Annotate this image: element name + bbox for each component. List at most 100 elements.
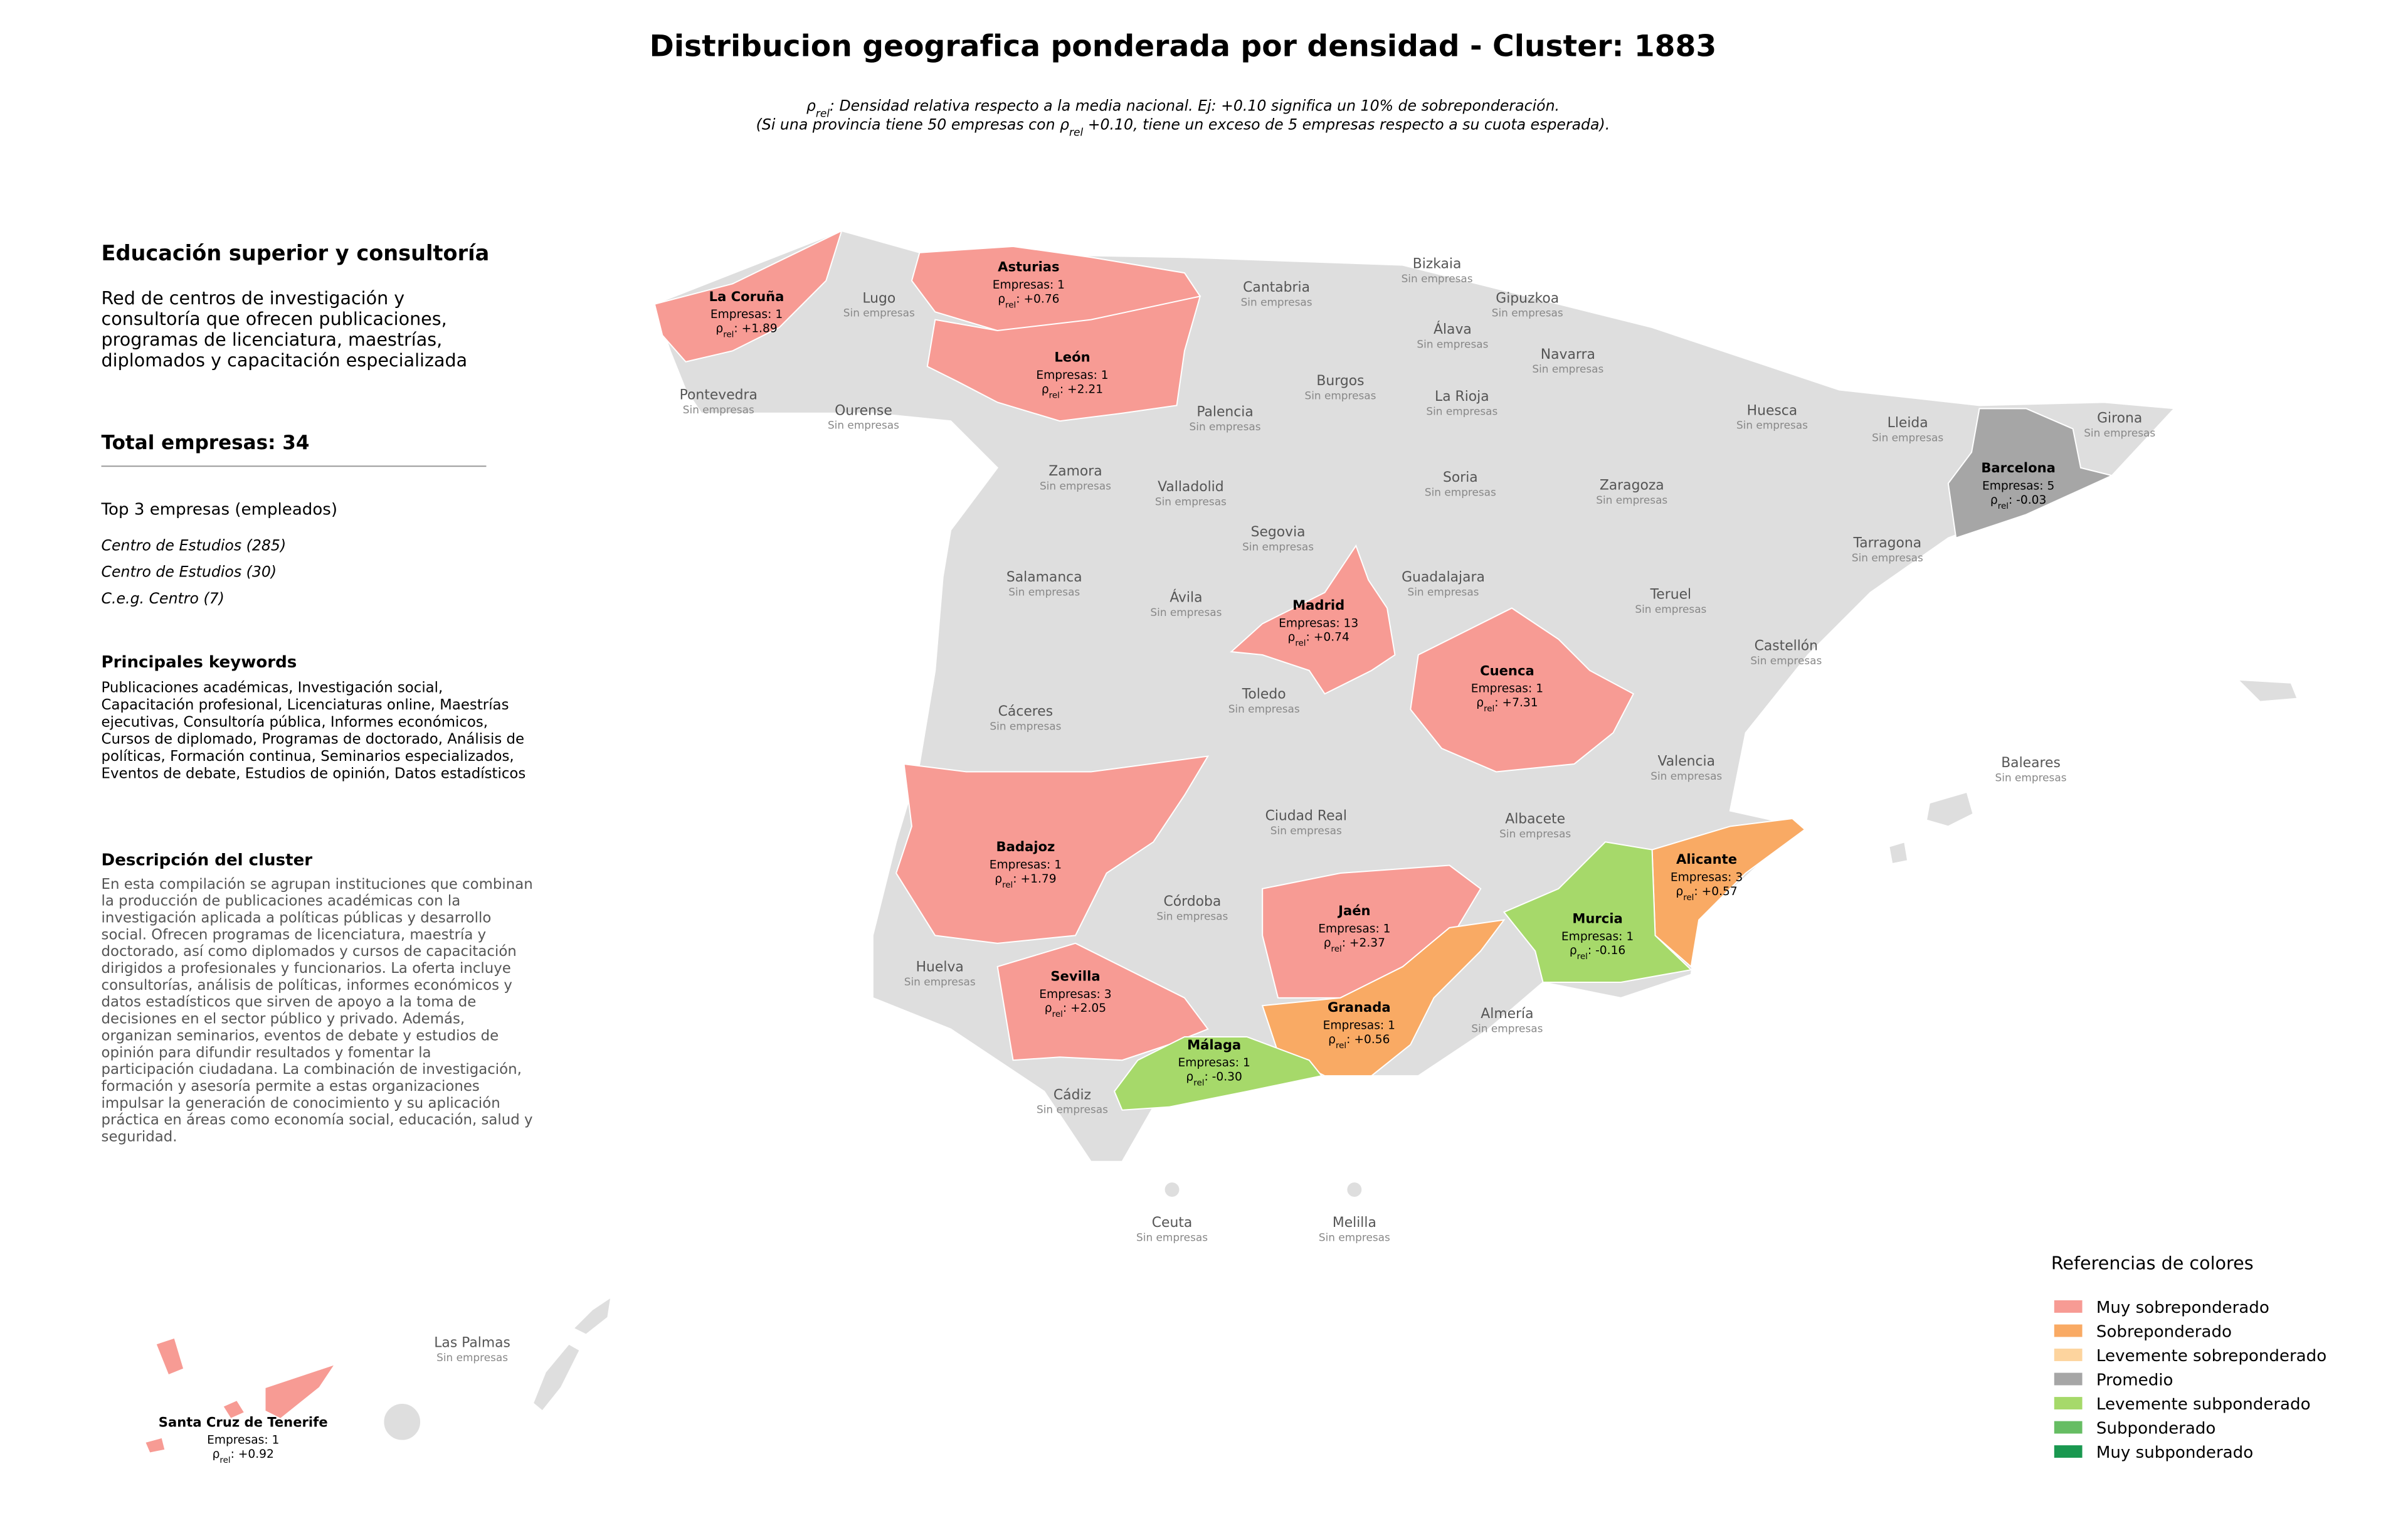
- province-note: Sin empresas: [1471, 1022, 1543, 1034]
- province-name: Sevilla: [1050, 968, 1100, 984]
- description-line: práctica en áreas como economía social, …: [102, 1112, 533, 1128]
- province-name: Salamanca: [1006, 570, 1082, 585]
- text-run: rel: [1295, 639, 1306, 648]
- province-note: Sin empresas: [1736, 419, 1808, 432]
- top-heading: Top 3 empresas (empleados): [101, 500, 338, 519]
- description-line: impulsar la generación de conocimiento y…: [102, 1095, 500, 1112]
- text-run: rel: [1683, 893, 1694, 902]
- top-company: Centro de Estudios (285): [102, 536, 287, 554]
- province-name: Baleares: [2001, 755, 2061, 771]
- text-run: rel: [1577, 952, 1588, 962]
- text-run: ρ: [1042, 383, 1049, 396]
- fuerteventura: [532, 1343, 581, 1412]
- province-note: Sin empresas: [2084, 427, 2155, 439]
- province-name: Melilla: [1333, 1215, 1376, 1231]
- province-empresas: Empresas: 5: [1982, 480, 2054, 493]
- province-shape: [155, 1337, 185, 1376]
- province-note: Sin empresas: [1136, 1231, 1208, 1244]
- province-rho: ρrel: -0.03: [1990, 494, 2046, 511]
- province-name: Lleida: [1888, 415, 1928, 431]
- province-shapes: [144, 230, 2114, 1454]
- province-name: Palencia: [1196, 405, 1253, 420]
- province-empresas: Empresas: 1: [710, 308, 783, 321]
- rho-value: +0.74: [1314, 631, 1349, 644]
- legend-swatch: [2054, 1397, 2083, 1409]
- province-empresas: Empresas: 1: [207, 1434, 279, 1447]
- province-rho: ρrel: +0.92: [213, 1448, 274, 1465]
- rho-value: +7.31: [1502, 696, 1538, 709]
- description-line: social. Ofrecen programas de licenciatur…: [102, 926, 487, 943]
- text-run: :: [1346, 1033, 1354, 1046]
- province-name: Castellón: [1755, 639, 1818, 654]
- province-note: Sin empresas: [843, 307, 915, 319]
- top-company: Centro de Estudios (30): [102, 563, 277, 581]
- legend-label: Muy sobreponderado: [2096, 1298, 2269, 1317]
- province-note: Sin empresas: [1319, 1231, 1390, 1244]
- province-name: Barcelona: [1981, 460, 2056, 475]
- province-shape: [264, 1363, 337, 1420]
- rho-value: +0.57: [1702, 885, 1738, 898]
- province-note: Sin empresas: [1635, 603, 1706, 615]
- description-line: participación ciudadana. La combinación …: [102, 1061, 522, 1078]
- text-run: :: [1588, 944, 1595, 957]
- province-name: Burgos: [1316, 373, 1364, 389]
- province-name: Valladolid: [1158, 479, 1223, 495]
- melilla-shape: [1346, 1181, 1363, 1198]
- description-line: En esta compilación se agrupan instituci…: [102, 876, 533, 893]
- legend-swatch: [2054, 1349, 2083, 1361]
- province-name: Ourense: [835, 403, 892, 418]
- province-name: Girona: [2097, 411, 2142, 427]
- province-name: Zaragoza: [1600, 478, 1664, 494]
- province-empresas: Empresas: 13: [1279, 617, 1358, 630]
- text-run: +0.10, tiene un exceso de 5 empresas res…: [1083, 115, 1610, 133]
- province-shape: [1947, 408, 2114, 539]
- description-line: formación y asesoría permite a estas org…: [102, 1078, 480, 1095]
- text-run: rel: [1049, 391, 1060, 400]
- province-name: Zamora: [1048, 464, 1102, 479]
- province-name: La Rioja: [1435, 389, 1489, 405]
- summary-line: diplomados y capacitación especializada: [102, 349, 468, 371]
- province-name: León: [1054, 349, 1090, 365]
- description-line: datos estadísticos que sirven de apoyo a…: [102, 994, 477, 1011]
- keywords-line: Cursos de diplomado, Programas de doctor…: [102, 731, 525, 748]
- province-note: Sin empresas: [990, 719, 1061, 732]
- rho-value: +2.21: [1067, 383, 1103, 396]
- province-note: Sin empresas: [904, 975, 976, 988]
- province-rho: ρrel: +0.56: [1328, 1033, 1390, 1051]
- rho-value: +1.79: [1020, 873, 1056, 886]
- province-note: Sin empresas: [1304, 389, 1376, 401]
- legend-title: Referencias de colores: [2051, 1252, 2254, 1273]
- province-name: La Coruña: [709, 289, 784, 304]
- province-rho: ρrel: -0.30: [1186, 1071, 1242, 1088]
- text-run: ρ: [1045, 1002, 1052, 1015]
- province-note: Sin empresas: [1872, 432, 1943, 444]
- province-note: Sin empresas: [436, 1351, 508, 1364]
- province-note: Sin empresas: [1425, 486, 1496, 499]
- legend-swatch: [2054, 1324, 2083, 1337]
- province-name: Málaga: [1187, 1037, 1241, 1053]
- province-name: Cádiz: [1054, 1087, 1091, 1103]
- text-run: rel: [1331, 944, 1342, 953]
- province-rho: ρrel: +2.21: [1042, 383, 1103, 400]
- province-name: Álava: [1434, 321, 1472, 337]
- mallorca: [1925, 791, 1974, 827]
- province-name: Córdoba: [1163, 894, 1221, 910]
- description-line: dirigidos a profesionales y funcionarios…: [102, 960, 511, 977]
- keywords-line: Publicaciones académicas, Investigación …: [102, 680, 443, 696]
- province-name: Murcia: [1572, 911, 1622, 926]
- province-rho: ρrel: +0.74: [1288, 631, 1349, 649]
- text-run: ρ: [1328, 1033, 1336, 1046]
- province-note: Sin empresas: [1037, 1103, 1108, 1116]
- legend-label: Sobreponderado: [2096, 1322, 2232, 1341]
- text-run: :: [1013, 873, 1020, 886]
- lanzarote: [572, 1295, 612, 1335]
- legend-label: Promedio: [2096, 1371, 2173, 1389]
- province-name: Tarragona: [1853, 536, 1922, 551]
- province-shape: [926, 295, 1201, 422]
- text-run: ρ: [1676, 885, 1683, 898]
- text-run: ρ: [213, 1448, 220, 1461]
- province-name: Navarra: [1541, 347, 1595, 363]
